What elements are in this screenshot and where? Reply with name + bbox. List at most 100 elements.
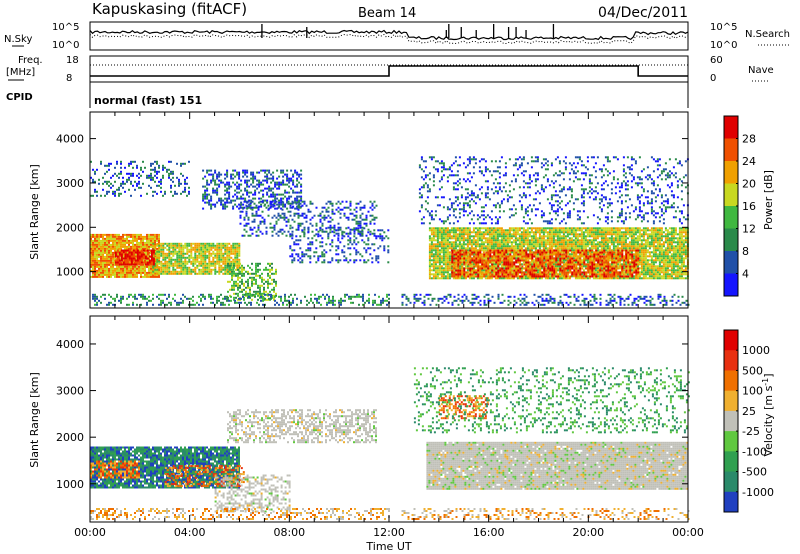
echo-cell [259, 290, 261, 293]
echo-cell [218, 299, 220, 302]
echo-cell [522, 235, 525, 238]
echo-cell [291, 230, 294, 233]
echo-cell [206, 187, 209, 190]
echo-cell [474, 247, 477, 250]
echo-cell [244, 293, 246, 296]
echo-cell [258, 191, 261, 194]
echo-cell [252, 171, 255, 174]
echo-cell [154, 252, 157, 255]
echo-cell [367, 237, 370, 240]
echo-cell [100, 259, 102, 262]
echo-cell [438, 249, 441, 252]
echo-cell [118, 172, 120, 175]
echo-cell [98, 267, 100, 270]
echo-cell [156, 247, 158, 250]
echo-cell [298, 199, 301, 202]
echo-cell [534, 255, 537, 258]
echo-cell [176, 242, 179, 245]
echo-cell [156, 256, 159, 259]
echo-cell [102, 253, 104, 256]
echo-cell [202, 177, 205, 180]
echo-cell [110, 273, 112, 276]
echo-cell [242, 193, 245, 196]
echo-cell [484, 245, 487, 248]
echo-cell [224, 246, 227, 249]
echo-cell [536, 231, 539, 234]
echo-cell [536, 241, 539, 244]
echo-cell [530, 231, 533, 234]
echo-cell [233, 266, 235, 269]
echo-cell [216, 201, 219, 204]
echo-cell [275, 284, 277, 287]
echo-cell [286, 183, 289, 186]
echo-cell [349, 241, 352, 244]
echo-cell [96, 249, 98, 252]
echo-cell [275, 220, 278, 223]
echo-cell [148, 241, 150, 244]
echo-cell [236, 248, 239, 251]
echo-cell [236, 173, 239, 176]
echo-cell [142, 275, 144, 278]
echo-cell [264, 187, 267, 190]
echo-cell [432, 257, 435, 260]
echo-cell [184, 262, 187, 265]
echo-cell [546, 253, 549, 256]
echo-cell [168, 160, 170, 163]
echo-cell [486, 245, 489, 248]
echo-cell [112, 251, 114, 254]
echo-cell [293, 214, 296, 217]
echo-cell [180, 164, 182, 167]
echo-cell [538, 237, 541, 240]
echo-cell [548, 239, 551, 242]
echo-cell [468, 277, 471, 280]
echo-cell [454, 245, 457, 248]
echo-cell [480, 255, 483, 258]
echo-cell [160, 242, 163, 245]
echo-cell [440, 231, 443, 234]
echo-cell [458, 243, 461, 246]
echo-cell [220, 260, 223, 263]
echo-cell [256, 171, 259, 174]
echo-cell [140, 303, 142, 306]
echo-cell [566, 275, 569, 278]
echo-cell [90, 249, 92, 252]
echo-cell [122, 273, 124, 276]
echo-cell [198, 268, 201, 271]
echo-cell [253, 214, 256, 217]
echo-cell [480, 253, 483, 256]
echo-cell [234, 248, 237, 251]
echo-cell [468, 233, 471, 236]
echo-cell [210, 254, 213, 257]
echo-cell [239, 286, 241, 289]
echo-cell [132, 257, 135, 260]
echo-cell [339, 216, 342, 219]
echo-cell [528, 227, 531, 230]
echo-cell [178, 178, 180, 181]
echo-cell [490, 233, 493, 236]
echo-cell [514, 247, 517, 250]
echo-cell [170, 178, 172, 181]
echo-cell [188, 256, 191, 259]
echo-cell [130, 180, 132, 183]
echo-cell [222, 256, 225, 259]
echo-cell [315, 261, 318, 264]
echo-cell [267, 284, 269, 287]
echo-cell [244, 169, 247, 172]
echo-cell [492, 261, 495, 264]
echo-cell [432, 269, 435, 272]
echo-cell [289, 202, 292, 205]
echo-cell [544, 247, 547, 250]
echo-cell [90, 275, 92, 278]
echo-cell [134, 237, 136, 240]
echo-cell [373, 216, 376, 219]
echo-cell [172, 268, 175, 271]
echo-cell [164, 166, 166, 169]
echo-cell [112, 265, 114, 268]
echo-cell [270, 173, 273, 176]
echo-cell [296, 201, 299, 204]
echo-cell [170, 172, 172, 175]
echo-cell [234, 260, 237, 263]
echo-cell [263, 218, 266, 221]
echo-cell [235, 268, 237, 271]
echo-cell [303, 253, 306, 256]
